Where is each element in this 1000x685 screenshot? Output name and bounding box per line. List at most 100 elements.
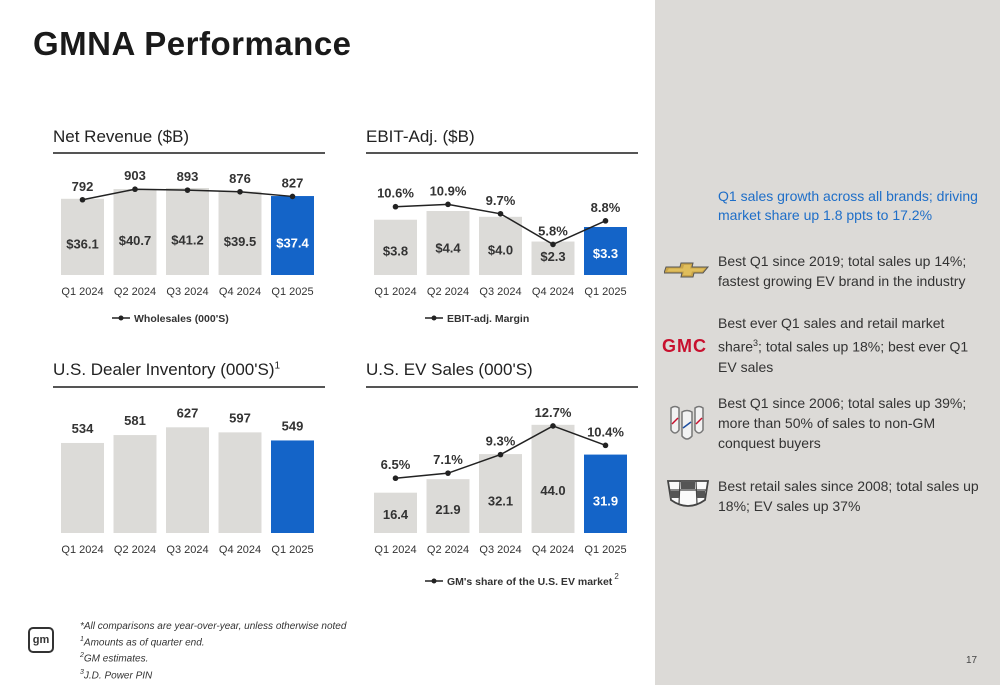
ebit-line-label-3: 5.8%: [538, 223, 568, 238]
revenue-category-label-3: Q4 2024: [219, 286, 261, 298]
ebit-bar-label-0: $3.8: [383, 244, 408, 259]
inventory-bar-label-4: 549: [282, 418, 304, 433]
footnote-3-text: J.D. Power PIN: [83, 669, 153, 681]
ebit-line-point-0: [392, 203, 399, 210]
ev-line-point-4: [602, 442, 609, 449]
footnote-2-sup: 2: [80, 652, 84, 660]
ev-bar-0: [374, 492, 417, 533]
footnote-3-sup: 3: [80, 668, 84, 676]
revenue-bar-3: [218, 191, 262, 275]
ev-bar-3: [531, 424, 575, 533]
gm-logo: gm: [28, 627, 54, 653]
revenue-line-point-2: [184, 187, 191, 193]
revenue-bar-0: [61, 198, 104, 275]
buick-text: Best Q1 since 2006; total sales up 39%; …: [718, 395, 967, 451]
revenue-bar-4: [271, 196, 314, 275]
ebit-line-point-3: [550, 241, 556, 248]
ev-line-label-2: 9.3%: [486, 434, 516, 449]
inventory-bar-label-3: 597: [229, 410, 251, 425]
ebit-chart-title: EBIT-Adj. ($B): [366, 127, 475, 146]
revenue-chart: $36.1 Q1 2024 $40.7 Q2 2024 $41.2 Q3 2024 $39.…: [61, 168, 314, 325]
inventory-category-label-0: Q1 2024: [61, 544, 103, 556]
ev-legend-text: GM's share of the U.S. EV market: [447, 576, 613, 588]
ev-line-label-3: 12.7%: [535, 405, 572, 420]
footnote-1-sup: 1: [80, 636, 84, 643]
revenue-bar-label-2: $41.2: [171, 233, 204, 248]
ebit-line-label-2: 9.7%: [486, 193, 516, 208]
ev-chart-title: U.S. EV Sales (000'S): [366, 360, 533, 379]
revenue-line-point-4: [289, 193, 296, 200]
ebit-bar-label-1: $4.4: [435, 241, 461, 256]
gmc-text-part1: Best ever Q1 sales and retail market sha…: [718, 315, 945, 355]
sidebar-headline: Q1 sales growth across all brands; drivi…: [718, 188, 978, 223]
revenue-line-label-0: 792: [72, 179, 94, 194]
ebit-bar-label-3: $2.3: [540, 249, 565, 264]
revenue-bar-1: [113, 189, 157, 275]
ebit-line-label-4: 8.8%: [591, 200, 621, 215]
footnote-2: 2GM estimates.: [80, 649, 346, 665]
ebit-bar-label-4: $3.3: [593, 246, 618, 261]
ebit-line-point-4: [602, 218, 609, 224]
inventory-chart: 534 Q1 2024 581 Q2 2024 627 Q3 2024 597 Q4 2024…: [61, 405, 314, 556]
ebit-legend-text: EBIT-adj. Margin: [447, 313, 529, 325]
inventory-category-label-1: Q2 2024: [114, 544, 156, 556]
ebit-bar-0: [374, 219, 417, 275]
ev-bar-2: [479, 454, 522, 533]
revenue-legend-marker: [118, 315, 124, 321]
ev-chart: 16.4 Q1 2024 21.9 Q2 2024 32.1 Q3 2024 44.0 Q4 …: [374, 405, 627, 588]
ev-line-point-0: [392, 475, 399, 482]
revenue-bar-label-4: $37.4: [276, 235, 309, 250]
ebit-category-label-3: Q4 2024: [532, 286, 574, 298]
ebit-category-label-0: Q1 2024: [374, 286, 416, 298]
revenue-legend-text: Wholesales (000'S): [134, 313, 229, 325]
inventory-category-label-4: Q1 2025: [271, 544, 313, 556]
chevrolet-text: Best Q1 since 2019; total sales up 14%; …: [718, 253, 967, 289]
inventory-bar-3: [218, 432, 262, 533]
footnote-3: 3J.D. Power PIN: [80, 666, 346, 682]
inventory-bar-label-2: 627: [177, 405, 199, 420]
ebit-line-point-1: [445, 201, 451, 208]
revenue-bar-label-0: $36.1: [66, 236, 99, 251]
revenue-chart-title: Net Revenue ($B): [53, 127, 190, 146]
inventory-bar-4: [271, 440, 314, 533]
inventory-bar-label-1: 581: [124, 413, 146, 428]
footnote-main: *All comparisons are year-over-year, unl…: [80, 621, 347, 632]
ev-bar-label-1: 21.9: [435, 502, 460, 517]
revenue-line-point-1: [132, 186, 138, 193]
ebit-bar-4: [584, 227, 627, 275]
ebit-bar-1: [426, 211, 470, 275]
revenue-bar-2: [166, 188, 209, 275]
gmc-text-part2: ; total sales up 18%; best ever Q1 EV sa…: [718, 338, 969, 375]
ebit-category-label-1: Q2 2024: [427, 286, 469, 298]
ev-bar-1: [426, 479, 470, 533]
ebit-bar-2: [479, 216, 522, 275]
ev-category-label-3: Q4 2024: [532, 544, 574, 556]
revenue-bar-label-1: $40.7: [119, 233, 152, 248]
ev-legend-sup: 2: [614, 572, 619, 581]
ev-category-label-0: Q1 2024: [374, 544, 416, 556]
revenue-category-label-0: Q1 2024: [61, 286, 103, 298]
ev-line-point-2: [497, 451, 504, 458]
ev-line-label-0: 6.5%: [381, 457, 411, 472]
chevrolet-bowtie-icon: [664, 262, 710, 278]
ebit-category-label-2: Q3 2024: [479, 286, 521, 298]
cadillac-text: Best retail sales since 2008; total sale…: [718, 478, 979, 514]
sidebar-panel: [655, 0, 1000, 685]
ebit-title-rule: [366, 152, 638, 154]
ev-category-label-2: Q3 2024: [479, 544, 521, 556]
buick-tri-shield-icon: [670, 405, 704, 440]
ev-bar-4: [584, 454, 627, 533]
ebit-category-label-4: Q1 2025: [584, 286, 626, 298]
inventory-category-label-2: Q3 2024: [166, 544, 208, 556]
revenue-bar-label-3: $39.5: [224, 234, 257, 249]
footnotes: *All comparisons are year-over-year, unl…: [80, 620, 346, 682]
ebit-bar-label-2: $4.0: [488, 243, 513, 258]
inventory-title-sup: 1: [274, 360, 281, 372]
ev-category-label-1: Q2 2024: [427, 544, 469, 556]
revenue-line-point-0: [79, 196, 86, 203]
ebit-line-label-1: 10.9%: [430, 183, 467, 198]
ev-legend-marker: [431, 578, 437, 584]
revenue-line-label-3: 876: [229, 171, 251, 186]
inventory-bar-1: [113, 435, 157, 533]
footnote-2-text: GM estimates.: [83, 653, 149, 665]
